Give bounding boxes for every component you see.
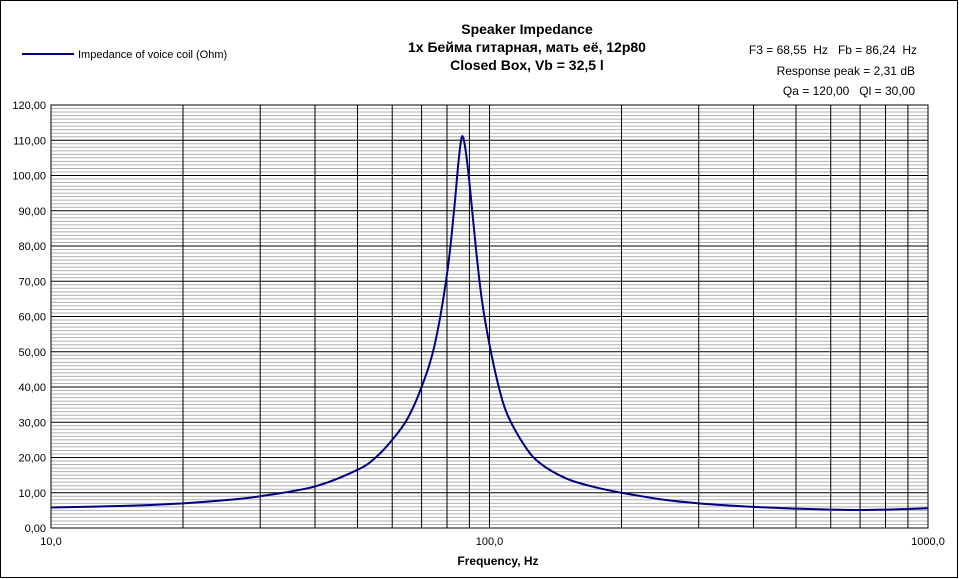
y-tick-label: 80,00 xyxy=(18,241,46,253)
legend-label: Impedance of voice coil (Ohm) xyxy=(78,49,227,61)
tick-labels: 0,00 10,00 20,00 30,00 40,00 50,00 60,00 70,00 8… xyxy=(12,100,944,548)
annotation-f3-fb: F3 = 68,55 Hz Fb = 86,24 Hz xyxy=(749,43,917,57)
x-tick-label: 1000,0 xyxy=(911,536,945,548)
y-tick-label: 20,00 xyxy=(18,453,46,465)
y-tick-label: 110,00 xyxy=(13,135,46,147)
y-tick-label: 100,00 xyxy=(12,171,46,183)
grid xyxy=(51,105,928,528)
y-tick-label: 60,00 xyxy=(18,312,46,324)
series-line-impedance xyxy=(50,135,929,512)
chart-title-line-2: 1x Бейма гитарная, мать её, 12p80 xyxy=(408,39,646,55)
x-axis-label: Frequency, Hz xyxy=(457,554,538,568)
y-tick-label: 40,00 xyxy=(18,382,46,394)
chart-title-line-3: Closed Box, Vb = 32,5 l xyxy=(450,57,604,73)
y-tick-label: 30,00 xyxy=(18,417,46,429)
y-tick-label: 120,00 xyxy=(12,100,46,112)
y-tick-label: 50,00 xyxy=(18,347,46,359)
y-tick-label: 90,00 xyxy=(18,206,46,218)
annotation-qa-ql: Qa = 120,00 Ql = 30,00 xyxy=(783,84,915,98)
y-tick-label: 0,00 xyxy=(25,523,46,535)
annotation-response-peak: Response peak = 2,31 dB xyxy=(777,64,915,78)
x-tick-label: 10,0 xyxy=(40,536,61,548)
y-tick-label: 10,00 xyxy=(18,488,46,500)
y-tick-label: 70,00 xyxy=(18,276,46,288)
plot-area xyxy=(50,104,929,529)
chart-title-line-1: Speaker Impedance xyxy=(461,21,593,37)
x-tick-label: 100,0 xyxy=(476,536,504,548)
